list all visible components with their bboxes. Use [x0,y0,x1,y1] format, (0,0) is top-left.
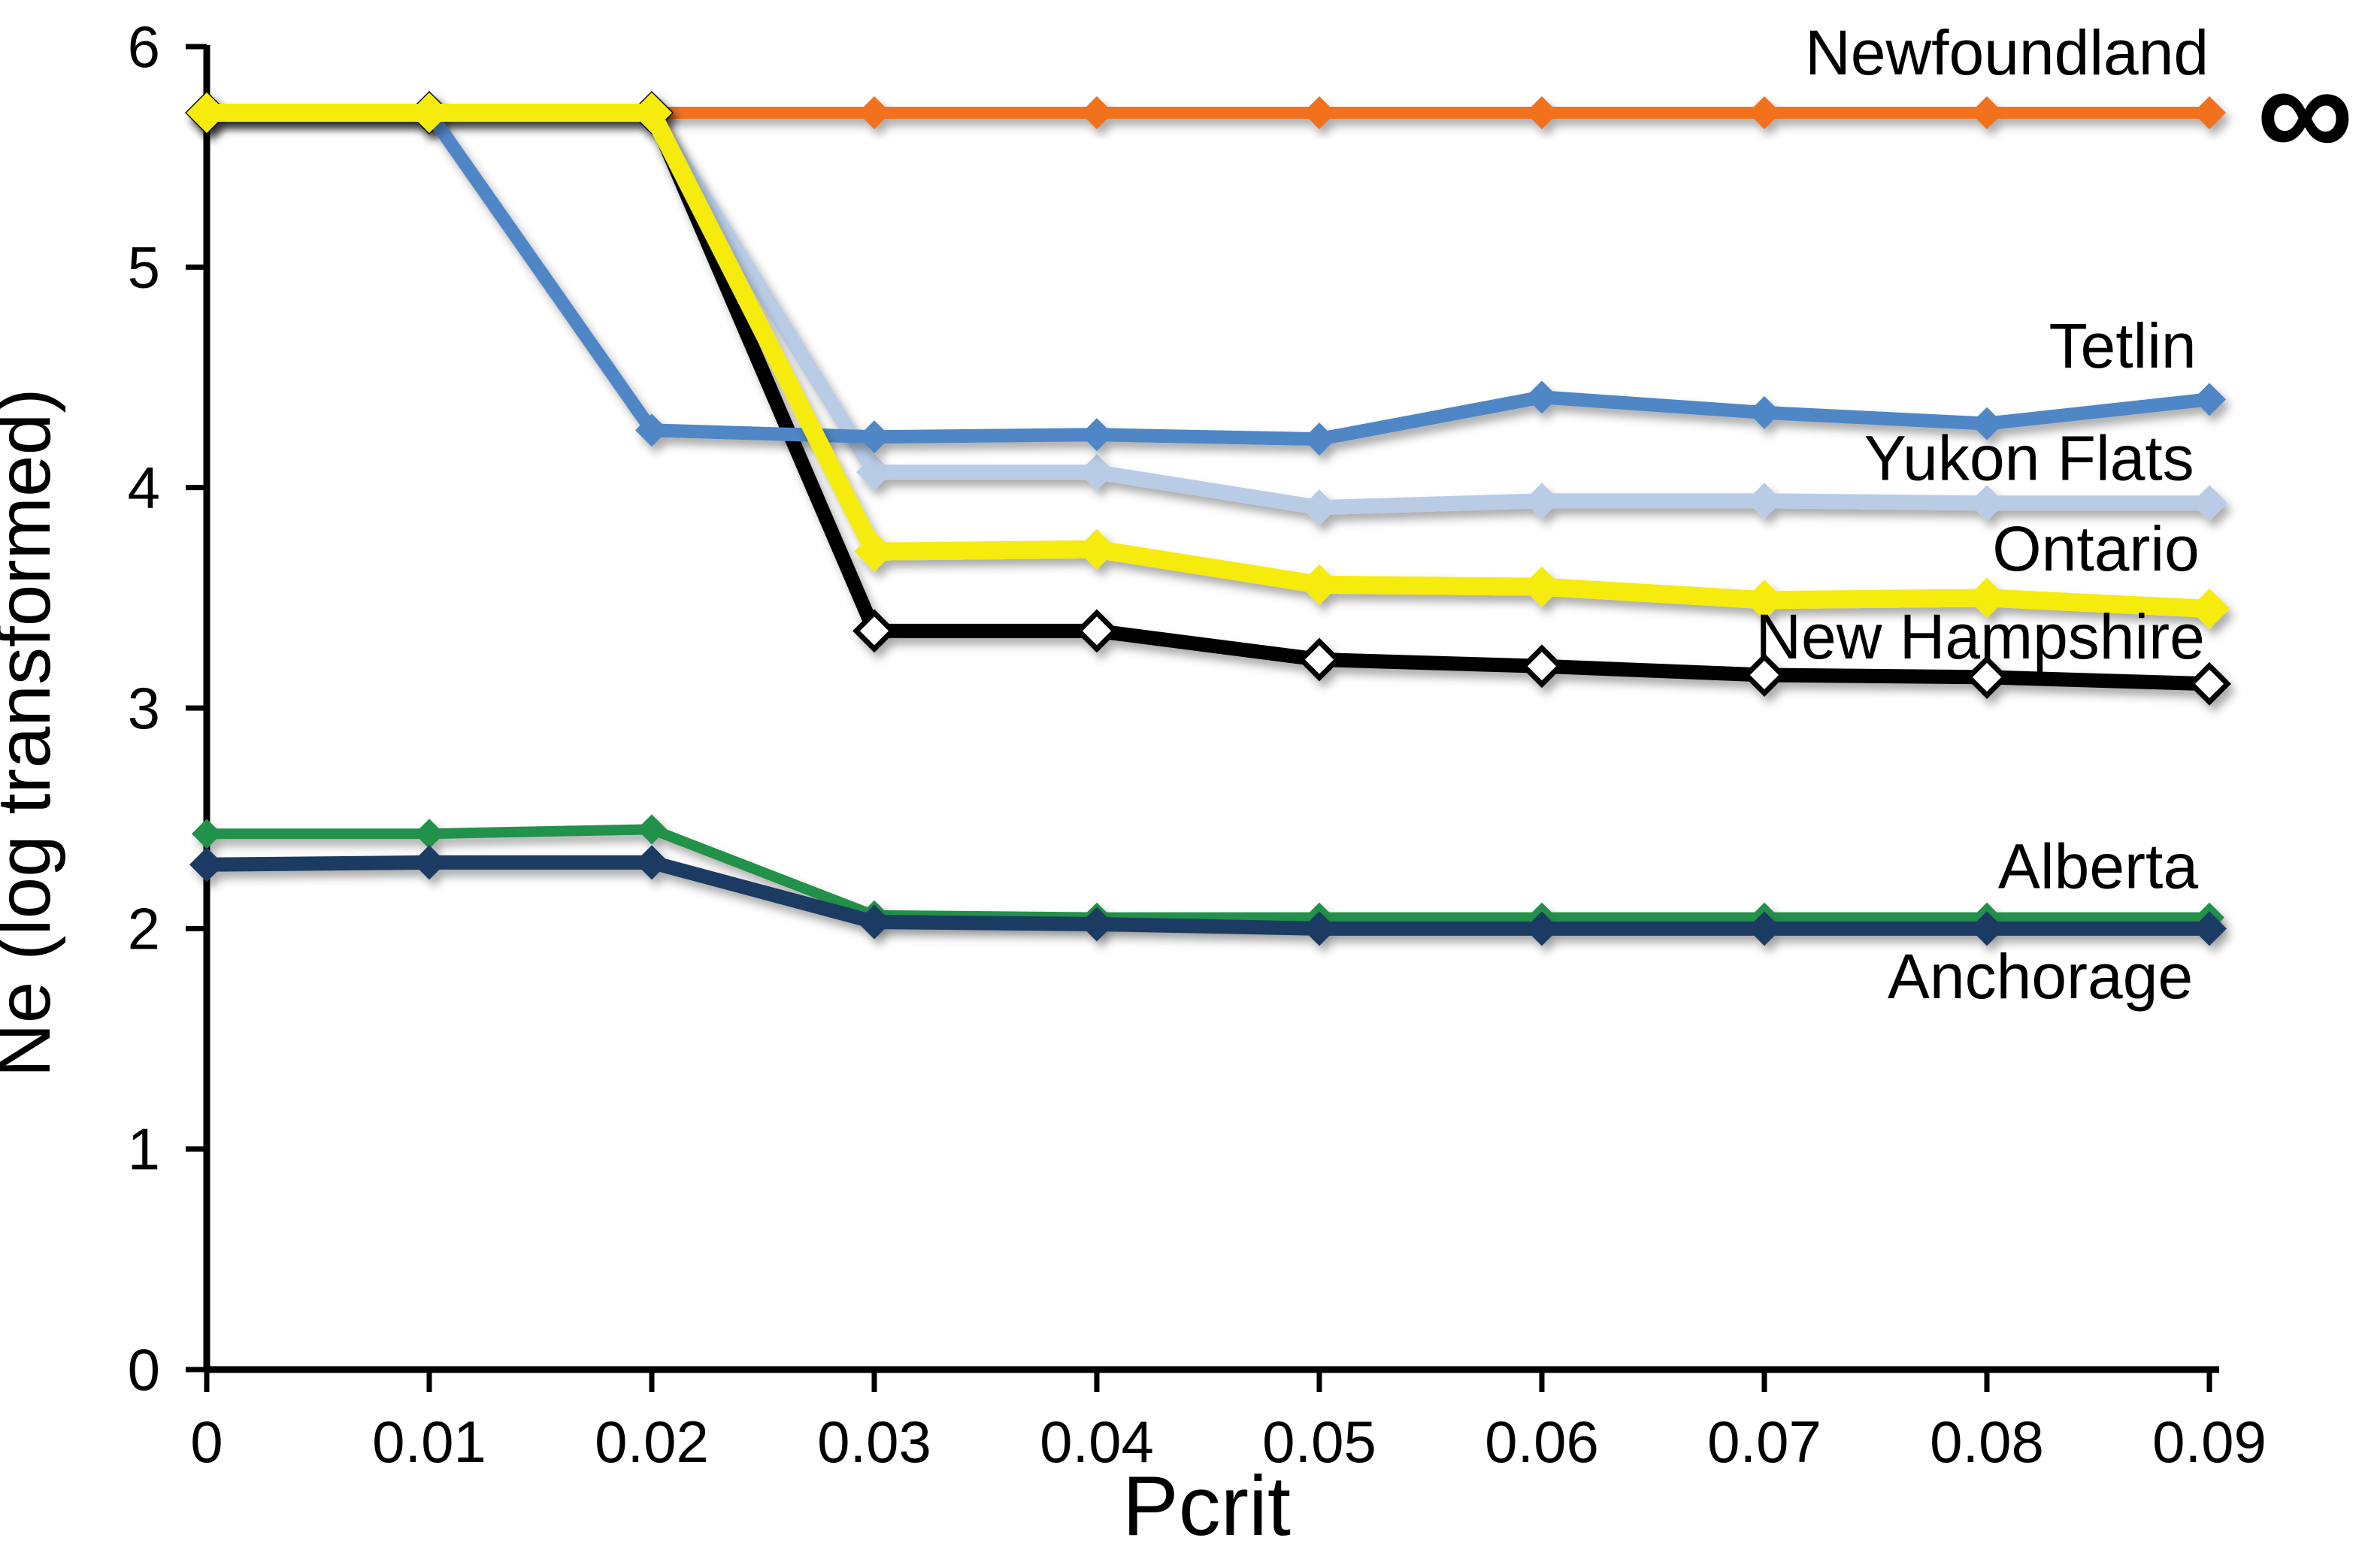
data-point-anchorage [412,845,447,880]
data-point-new-hampshire [1298,637,1341,682]
data-point-new-hampshire [2188,661,2231,706]
data-point-tetlin [1970,407,2003,440]
data-point-anchorage [1080,907,1114,942]
data-point-ontario [1299,564,1340,605]
x-tick-label: 0.01 [372,1409,486,1475]
data-point-ontario [1522,566,1562,607]
data-point-yukon-flats [1301,489,1337,526]
data-point-anchorage [1747,911,1782,946]
x-tick-label: 0 [190,1409,223,1475]
data-point-newfoundland [1303,96,1336,130]
data-point-new-hampshire [852,609,896,653]
x-tick-label: 0.09 [2152,1409,2267,1475]
series-label-tetlin: Tetlin [2049,310,2197,381]
series-anchorage [189,845,2227,946]
data-point-yukon-flats [1524,483,1560,519]
x-tick-label: 0.03 [817,1409,931,1475]
series-ontario [186,92,2230,630]
data-point-ontario [2189,589,2230,630]
y-axis-title: Ne (log transformed) [0,389,66,1078]
data-point-newfoundland [1080,96,1113,130]
data-point-yukon-flats [2191,485,2227,522]
y-tick-label: 2 [128,895,160,961]
y-tick-label: 6 [128,14,160,80]
data-point-alberta [637,814,667,845]
data-point-tetlin [1303,422,1336,456]
data-point-new-hampshire [1075,609,1119,653]
series-line-ontario [198,104,2218,619]
data-point-new-hampshire [1965,655,2009,699]
y-tick-label: 0 [128,1336,160,1403]
data-point-tetlin [1525,380,1558,414]
infinity-symbol: ∞ [2257,35,2353,186]
data-point-new-hampshire [1743,653,1786,697]
data-point-newfoundland [858,96,891,130]
data-point-ontario [854,531,895,572]
data-point-tetlin [635,413,668,447]
x-axis-title: Pcrit [1122,1459,1291,1553]
x-tick-label: 0.06 [1485,1409,1599,1475]
series-label-new-hampshire: New Hampshire [1755,601,2205,672]
x-tick-label: 0.08 [1930,1409,2044,1475]
data-point-anchorage [1970,911,2004,946]
data-point-yukon-flats [856,454,892,491]
x-tick-label: 0.05 [1262,1409,1376,1475]
data-point-yukon-flats [1969,485,2005,522]
series-line-tetlin [200,106,2216,446]
series-label-yukon-flats: Yukon Flats [1864,423,2194,494]
series-tetlin [190,96,2226,456]
data-point-alberta [192,819,222,849]
data-point-tetlin [1748,395,1781,429]
y-tick-label: 4 [128,455,160,521]
data-point-newfoundland [1748,96,1781,130]
y-tick-label: 5 [128,234,160,300]
series-label-anchorage: Anchorage [1888,941,2193,1012]
data-point-tetlin [1080,418,1113,452]
data-point-anchorage [1302,911,1337,946]
data-point-yukon-flats [1746,483,1782,519]
data-point-newfoundland [1525,96,1558,130]
series-label-alberta: Alberta [1998,831,2198,901]
data-point-ontario [409,92,450,134]
data-point-anchorage [634,845,669,880]
data-point-anchorage [189,847,224,882]
data-point-alberta [414,819,444,849]
data-point-ontario [1744,580,1785,621]
data-point-ontario [186,92,227,134]
y-tick-label: 1 [128,1116,160,1182]
data-point-tetlin [2193,383,2226,416]
series-alberta [192,814,2224,933]
data-point-tetlin [858,420,891,454]
x-tick-label: 0.04 [1040,1409,1154,1475]
data-point-anchorage [2192,911,2227,946]
data-point-ontario [1077,528,1117,570]
x-tick-label: 0.07 [1707,1409,1821,1475]
data-point-new-hampshire [1520,644,1564,689]
data-point-anchorage [857,904,892,940]
series-label-ontario: Ontario [1992,513,2199,584]
series-line-alberta [201,824,2215,923]
data-point-anchorage [1525,911,1559,946]
y-tick-label: 3 [128,675,160,741]
data-point-ontario [1967,577,2007,619]
series-label-newfoundland: Newfoundland [1805,17,2209,88]
x-tick-label: 0.02 [595,1409,709,1475]
series-line-anchorage [199,855,2217,936]
data-point-newfoundland [2193,96,2226,130]
data-point-newfoundland [1970,96,2003,130]
data-point-yukon-flats [1079,454,1115,491]
plot-area: 0 1 2 3 4 5 6 0 0.01 0.02 0.03 0.04 0.05 0.06 0.07 0.08… [128,14,2354,1475]
data-point-ontario [631,92,672,134]
